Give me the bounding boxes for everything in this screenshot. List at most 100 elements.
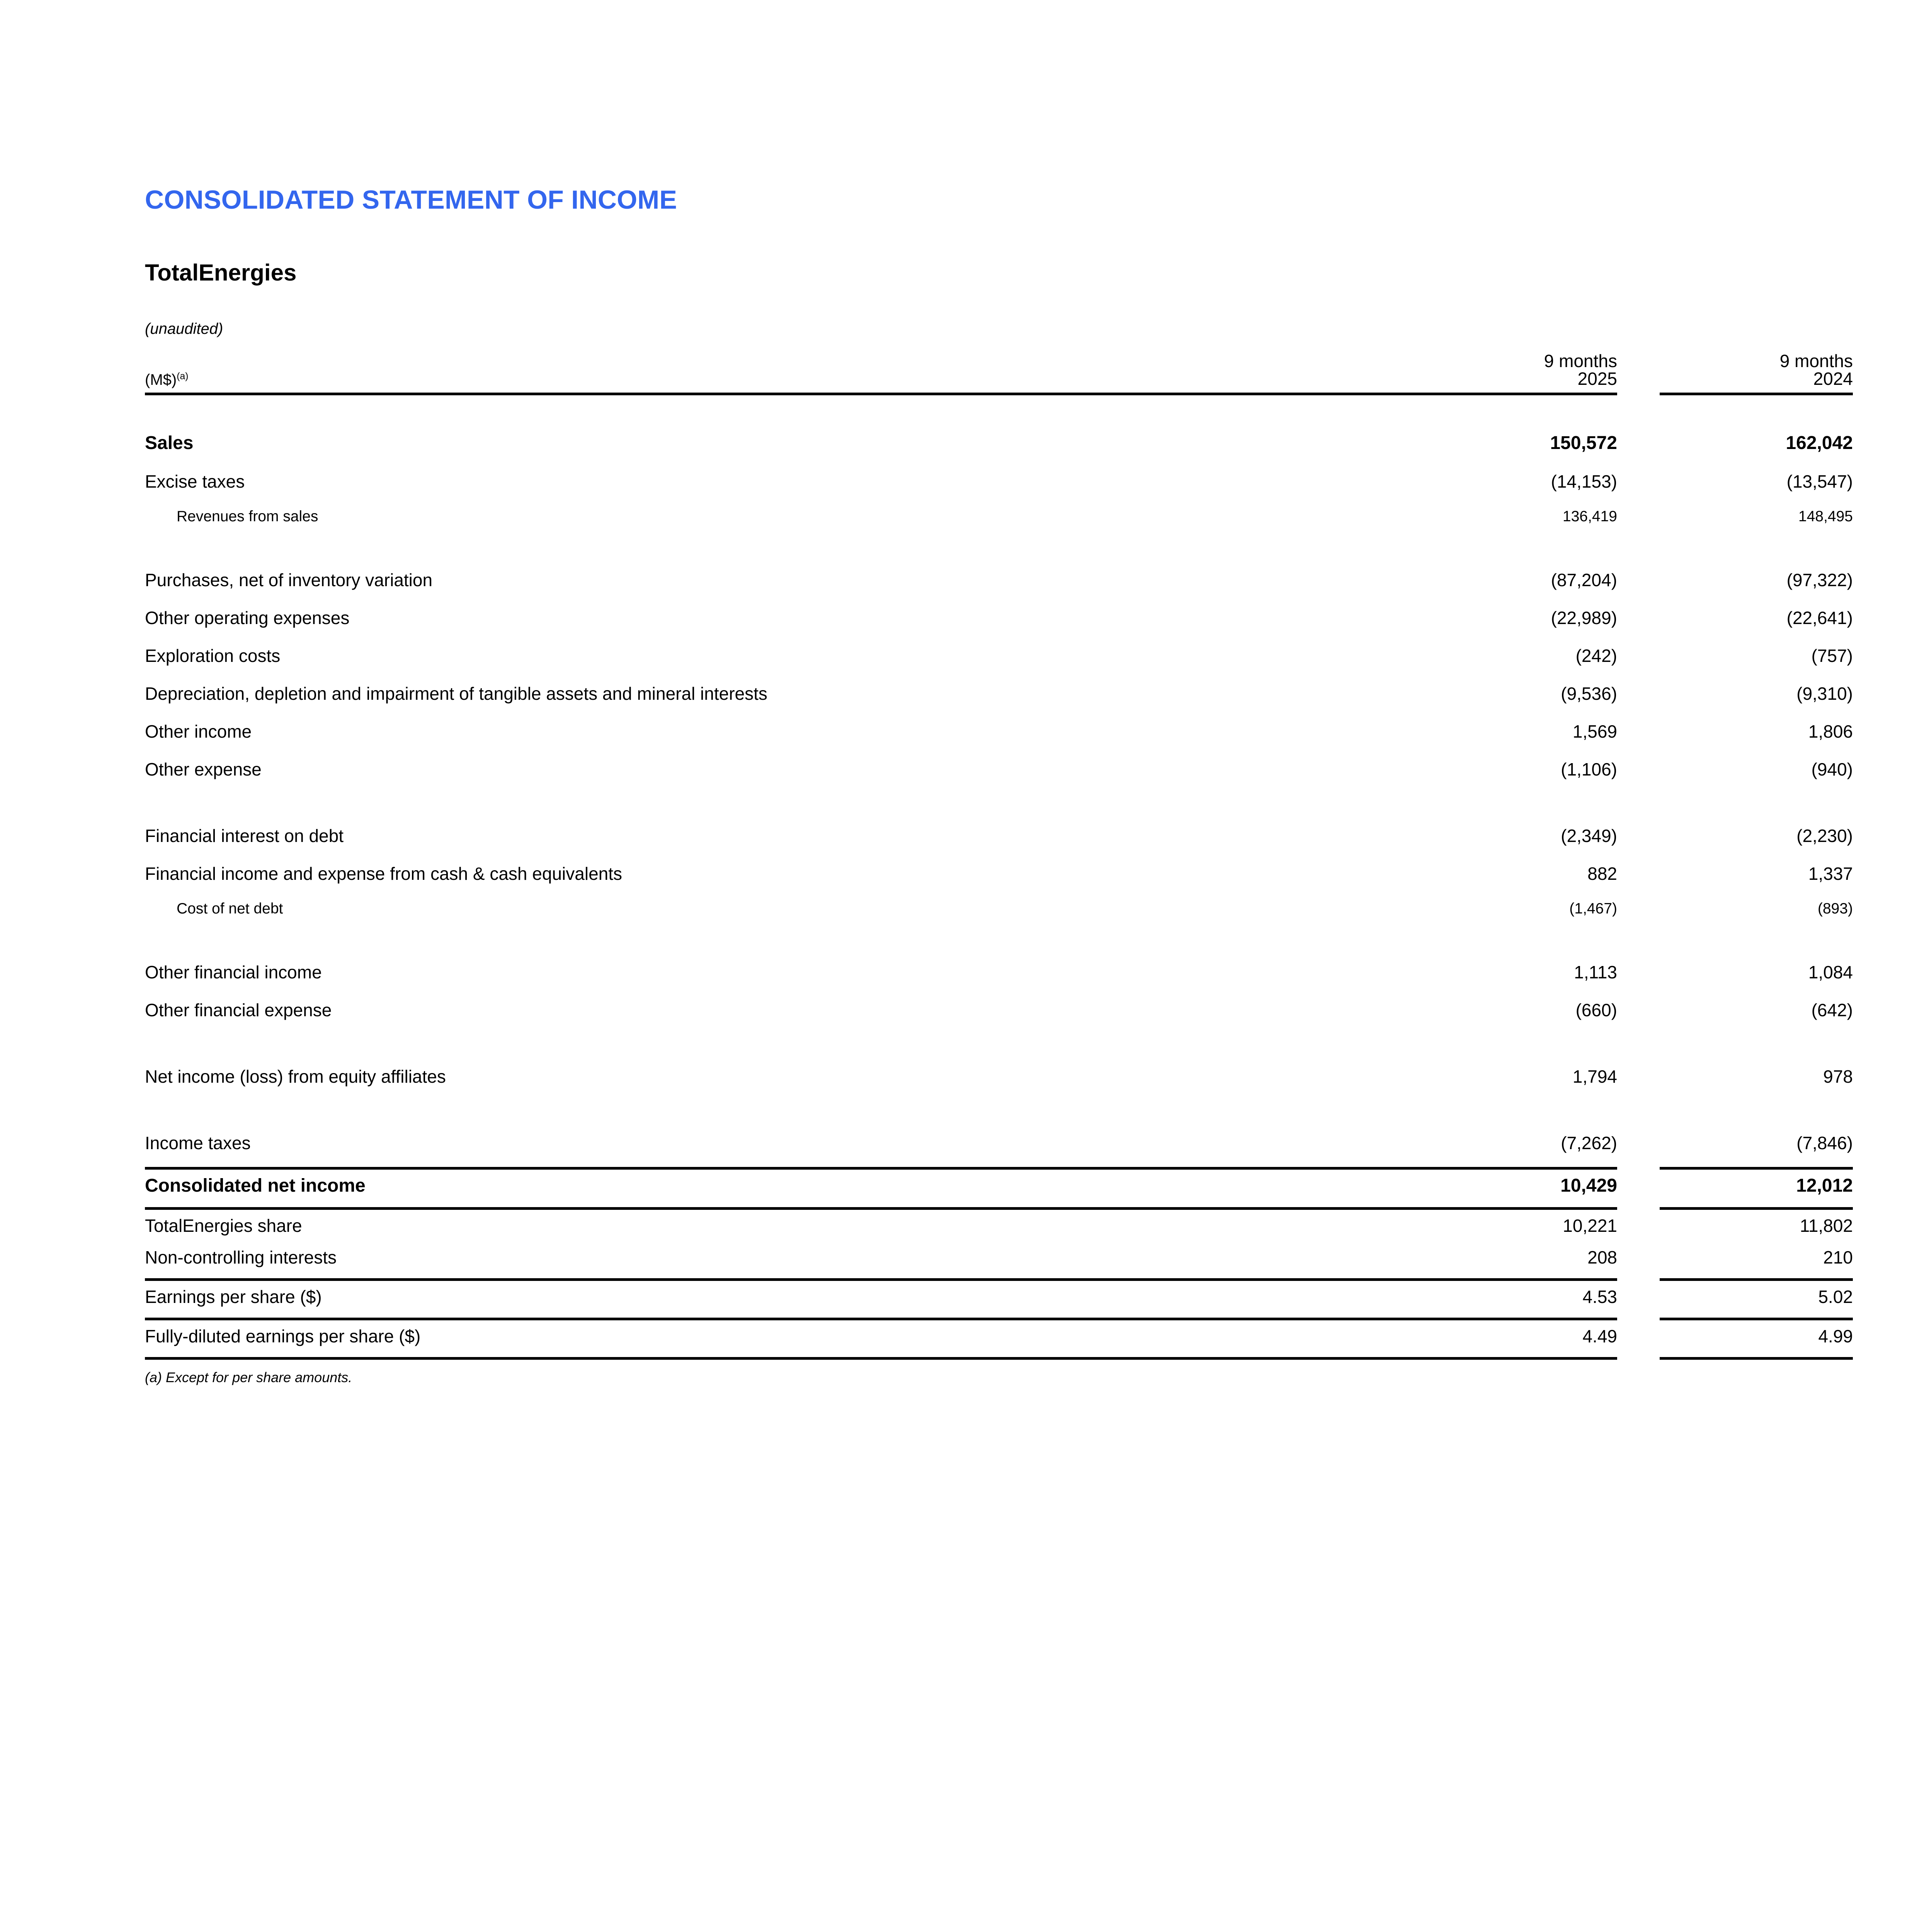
row-label-other-financial-income: Other financial income	[145, 962, 322, 982]
spacer-row	[145, 395, 1853, 424]
row-value-non-controlling-interests-2024: 210	[1823, 1247, 1853, 1267]
row-value-other-operating-expenses-2024: (22,641)	[1786, 607, 1853, 628]
row-value-other-expense-2024: (940)	[1811, 759, 1853, 779]
row-value-earnings-per-share-2024: 5.02	[1818, 1286, 1853, 1307]
row-label-totalenergies-share: TotalEnergies share	[145, 1215, 302, 1236]
row-value-other-financial-income-2024: 1,084	[1808, 962, 1853, 982]
table-footnote: (a) Except for per share amounts.	[145, 1369, 352, 1385]
table-row: Purchases, net of inventory variation (8…	[145, 561, 1853, 599]
row-value-equity-affiliates-2024: 978	[1823, 1066, 1853, 1087]
row-label-non-controlling-interests: Non-controlling interests	[145, 1247, 337, 1267]
page-title: CONSOLIDATED STATEMENT OF INCOME	[145, 185, 677, 214]
row-value-non-controlling-interests-2025: 208	[1587, 1247, 1617, 1267]
income-statement-table: 9 months 9 months (M$)(a) 2025 2024	[145, 352, 1853, 1360]
rule-above-earnings-per-share	[145, 1273, 1853, 1281]
row-value-consolidated-net-income-2024: 12,012	[1796, 1175, 1853, 1196]
unit-label: (M$)(a)	[145, 370, 1381, 388]
column-header-year-2025: 2025	[1577, 368, 1617, 389]
header-gap-cell-1	[1381, 352, 1424, 370]
row-label-depreciation-depletion-impairment: Depreciation, depletion and impairment o…	[145, 683, 767, 704]
row-label-financial-income-expense-cash: Financial income and expense from cash &…	[145, 863, 623, 884]
table-row: Other operating expenses (22,989) (22,64…	[145, 599, 1853, 637]
rule-gap-segment	[1617, 1273, 1660, 1281]
row-value-other-operating-expenses-2025: (22,989)	[1551, 607, 1617, 628]
header-spacer-cell	[145, 352, 1381, 370]
header-rule-left	[145, 388, 1617, 395]
rule-right-segment	[1660, 1162, 1853, 1170]
rule-between-eps-rows	[145, 1313, 1853, 1320]
row-value-totalenergies-share-2024: 11,802	[1800, 1215, 1853, 1236]
rule-gap-segment	[1617, 1352, 1660, 1360]
row-value-other-expense-2025: (1,106)	[1561, 759, 1617, 779]
row-value-income-taxes-2025: (7,262)	[1561, 1133, 1617, 1153]
spacer-row	[145, 532, 1853, 561]
unit-footnote-marker: (a)	[177, 371, 189, 382]
row-value-excise-taxes-2024: (13,547)	[1786, 471, 1853, 492]
row-value-depreciation-2025: (9,536)	[1561, 683, 1617, 704]
row-label-other-income: Other income	[145, 721, 252, 742]
row-value-fully-diluted-eps-2025: 4.49	[1582, 1326, 1617, 1346]
row-label-revenues-from-sales: Revenues from sales	[177, 508, 318, 525]
table-row: Financial interest on debt (2,349) (2,23…	[145, 817, 1853, 855]
spacer-row	[145, 788, 1853, 817]
row-label-cost-of-net-debt: Cost of net debt	[177, 900, 283, 917]
audit-status-note: (unaudited)	[145, 320, 223, 337]
table-row: Revenues from sales 136,419 148,495	[145, 500, 1853, 532]
row-label-financial-interest-on-debt: Financial interest on debt	[145, 825, 344, 846]
row-value-revenues-from-sales-2024: 148,495	[1798, 508, 1853, 525]
row-value-purchases-2024: (97,322)	[1786, 570, 1853, 590]
column-header-period-2025: 9 months	[1544, 350, 1617, 371]
header-gap-cell-3	[1381, 370, 1424, 388]
table-row: Non-controlling interests 208 210	[145, 1242, 1853, 1273]
rule-left-segment	[145, 1202, 1617, 1210]
column-header-period-2024: 9 months	[1779, 350, 1853, 371]
row-value-sales-2024: 162,042	[1786, 432, 1853, 453]
table-row: Cost of net debt (1,467) (893)	[145, 893, 1853, 925]
rule-gap-segment	[1617, 1313, 1660, 1320]
rule-left-segment	[145, 1273, 1617, 1281]
row-value-excise-taxes-2025: (14,153)	[1551, 471, 1617, 492]
row-label-other-financial-expense: Other financial expense	[145, 1000, 332, 1020]
row-label-sales: Sales	[145, 432, 194, 453]
rule-right-segment	[1660, 1313, 1853, 1320]
rule-below-consolidated-net-income	[145, 1202, 1853, 1210]
row-value-cost-of-net-debt-2024: (893)	[1817, 900, 1853, 917]
row-value-other-financial-expense-2025: (660)	[1575, 1000, 1617, 1020]
row-label-exploration-costs: Exploration costs	[145, 645, 281, 666]
table-row: Fully-diluted earnings per share ($) 4.4…	[145, 1320, 1853, 1352]
table-row: Other financial expense (660) (642)	[145, 991, 1853, 1029]
row-value-exploration-costs-2025: (242)	[1575, 645, 1617, 666]
table-row: Exploration costs (242) (757)	[145, 637, 1853, 675]
rule-gap-segment	[1617, 1162, 1660, 1170]
header-gap-cell-4	[1617, 370, 1660, 388]
spacer-row	[145, 1029, 1853, 1058]
rule-above-consolidated-net-income	[145, 1162, 1853, 1170]
rule-right-segment	[1660, 1202, 1853, 1210]
row-value-other-income-2025: 1,569	[1572, 721, 1617, 742]
company-name: TotalEnergies	[145, 259, 297, 286]
row-label-excise-taxes: Excise taxes	[145, 471, 245, 492]
table-row: Other financial income 1,113 1,084	[145, 953, 1853, 991]
rule-left-segment	[145, 1352, 1617, 1360]
row-value-depreciation-2024: (9,310)	[1796, 683, 1853, 704]
row-value-sales-2025: 150,572	[1550, 432, 1617, 453]
header-gap-cell-2	[1617, 352, 1660, 370]
row-value-financial-income-expense-cash-2025: 882	[1587, 863, 1617, 884]
row-label-consolidated-net-income: Consolidated net income	[145, 1175, 366, 1196]
table-row: Earnings per share ($) 4.53 5.02	[145, 1281, 1853, 1313]
row-value-cost-of-net-debt-2025: (1,467)	[1569, 900, 1617, 917]
rule-right-segment	[1660, 1352, 1853, 1360]
table-row: Income taxes (7,262) (7,846)	[145, 1124, 1853, 1162]
table-row: Excise taxes (14,153) (13,547)	[145, 463, 1853, 500]
table-row: Depreciation, depletion and impairment o…	[145, 675, 1853, 713]
spacer-row	[145, 925, 1853, 953]
column-header-year-2024: 2024	[1813, 368, 1853, 389]
header-rule-right	[1660, 388, 1853, 395]
row-value-income-taxes-2024: (7,846)	[1796, 1133, 1853, 1153]
table-header-year-row: (M$)(a) 2025 2024	[145, 370, 1853, 388]
rule-left-segment	[145, 1313, 1617, 1320]
row-value-financial-income-expense-cash-2024: 1,337	[1808, 863, 1853, 884]
row-value-earnings-per-share-2025: 4.53	[1582, 1286, 1617, 1307]
row-value-equity-affiliates-2025: 1,794	[1572, 1066, 1617, 1087]
